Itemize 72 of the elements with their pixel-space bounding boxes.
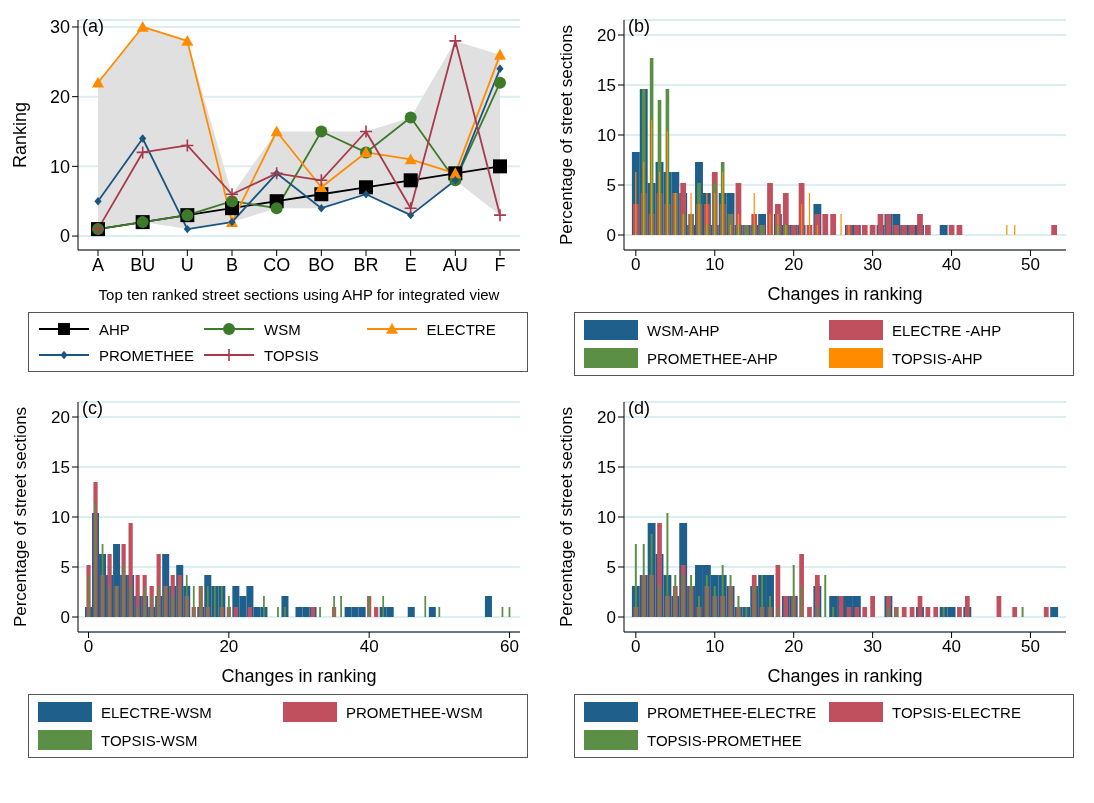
x-tick-label: BO [308, 254, 335, 275]
x-tick-label: CO [263, 254, 291, 275]
y-tick-label: 20 [597, 26, 616, 46]
y-tick-label: 5 [606, 176, 616, 196]
y-tick-label: 15 [51, 458, 70, 478]
y-tick-label: 10 [51, 508, 70, 528]
legend-label: TOPSIS-AHP [892, 349, 983, 367]
y-tick-label: 10 [597, 508, 616, 528]
legend-label: ELECTRE -AHP [892, 321, 1002, 339]
y-tick-label: 10 [597, 126, 616, 146]
y-tick-label: 15 [597, 458, 616, 478]
y-tick-label: 20 [597, 408, 616, 428]
legend-label: TOPSIS [264, 346, 319, 364]
chart-title: (c) [82, 398, 103, 419]
y-tick-label: 0 [60, 608, 70, 628]
y-tick-label: 0 [606, 226, 616, 246]
legend-label: PROMETHEE-WSM [346, 703, 483, 721]
x-tick-label: 0 [631, 255, 641, 275]
x-tick-label: 50 [1021, 637, 1040, 657]
legend-label: WSM-AHP [647, 321, 720, 339]
chart-title: (b) [628, 16, 650, 37]
y-axis-title: Percentage of street sections [557, 24, 577, 246]
chart-title: (d) [628, 398, 650, 419]
x-tick-label: 20 [219, 637, 239, 657]
chart-title: (a) [82, 16, 104, 37]
x-tick-label: 20 [784, 637, 804, 657]
legend-label: PROMETHEE [99, 346, 195, 364]
x-tick-label: B [225, 254, 239, 275]
y-axis-title: Percentage of street sections [557, 406, 577, 628]
x-tick-label: A [91, 254, 105, 275]
y-tick-label: 0 [59, 226, 70, 247]
x-tick-label: 40 [942, 637, 962, 657]
legend-label: TOPSIS-WSM [101, 731, 198, 749]
x-tick-label: 40 [359, 637, 379, 657]
legend-label: TOPSIS-ELECTRE [892, 703, 1021, 721]
legend-label: WSM [264, 320, 301, 338]
x-axis-title: Changes in ranking [221, 666, 377, 686]
x-tick-label: 50 [1021, 255, 1040, 275]
y-axis-title: Ranking [10, 101, 31, 169]
x-tick-label: BU [130, 254, 156, 275]
x-tick-label: 20 [784, 255, 804, 275]
y-tick-label: 10 [49, 156, 70, 177]
y-tick-label: 30 [49, 17, 70, 38]
y-tick-label: 20 [49, 87, 70, 108]
x-axis-title: Changes in ranking [767, 284, 923, 304]
x-tick-label: AU [442, 254, 468, 275]
y-tick-label: 15 [597, 76, 616, 96]
x-tick-label: F [494, 254, 506, 275]
x-tick-label: 0 [83, 637, 94, 657]
legend-label: ELECTRE [426, 320, 496, 338]
legend-label: TOPSIS-PROMETHEE [647, 731, 802, 749]
x-tick-label: 10 [705, 637, 725, 657]
y-axis-title: Percentage of street sections [11, 406, 31, 628]
x-tick-label: BR [353, 254, 379, 275]
legend-label: PROMETHEE-ELECTRE [647, 703, 817, 721]
x-tick-label: 60 [500, 637, 519, 657]
y-tick-label: 5 [60, 558, 70, 578]
x-tick-label: 30 [863, 637, 883, 657]
legend-label: PROMETHEE-AHP [647, 349, 778, 367]
y-tick-label: 5 [606, 558, 616, 578]
x-tick-label: U [180, 254, 194, 275]
x-tick-label: 10 [705, 255, 725, 275]
x-tick-label: E [404, 254, 417, 275]
legend-label: ELECTRE-WSM [101, 703, 212, 721]
x-tick-label: 30 [863, 255, 883, 275]
x-axis-title: Top ten ranked street sections using AHP for integrated view [98, 286, 500, 303]
y-tick-label: 20 [51, 408, 70, 428]
x-axis-title: Changes in ranking [767, 666, 923, 686]
x-tick-label: 40 [942, 255, 962, 275]
legend-label: AHP [99, 320, 130, 338]
x-tick-label: 0 [631, 637, 641, 657]
y-tick-label: 0 [606, 608, 616, 628]
